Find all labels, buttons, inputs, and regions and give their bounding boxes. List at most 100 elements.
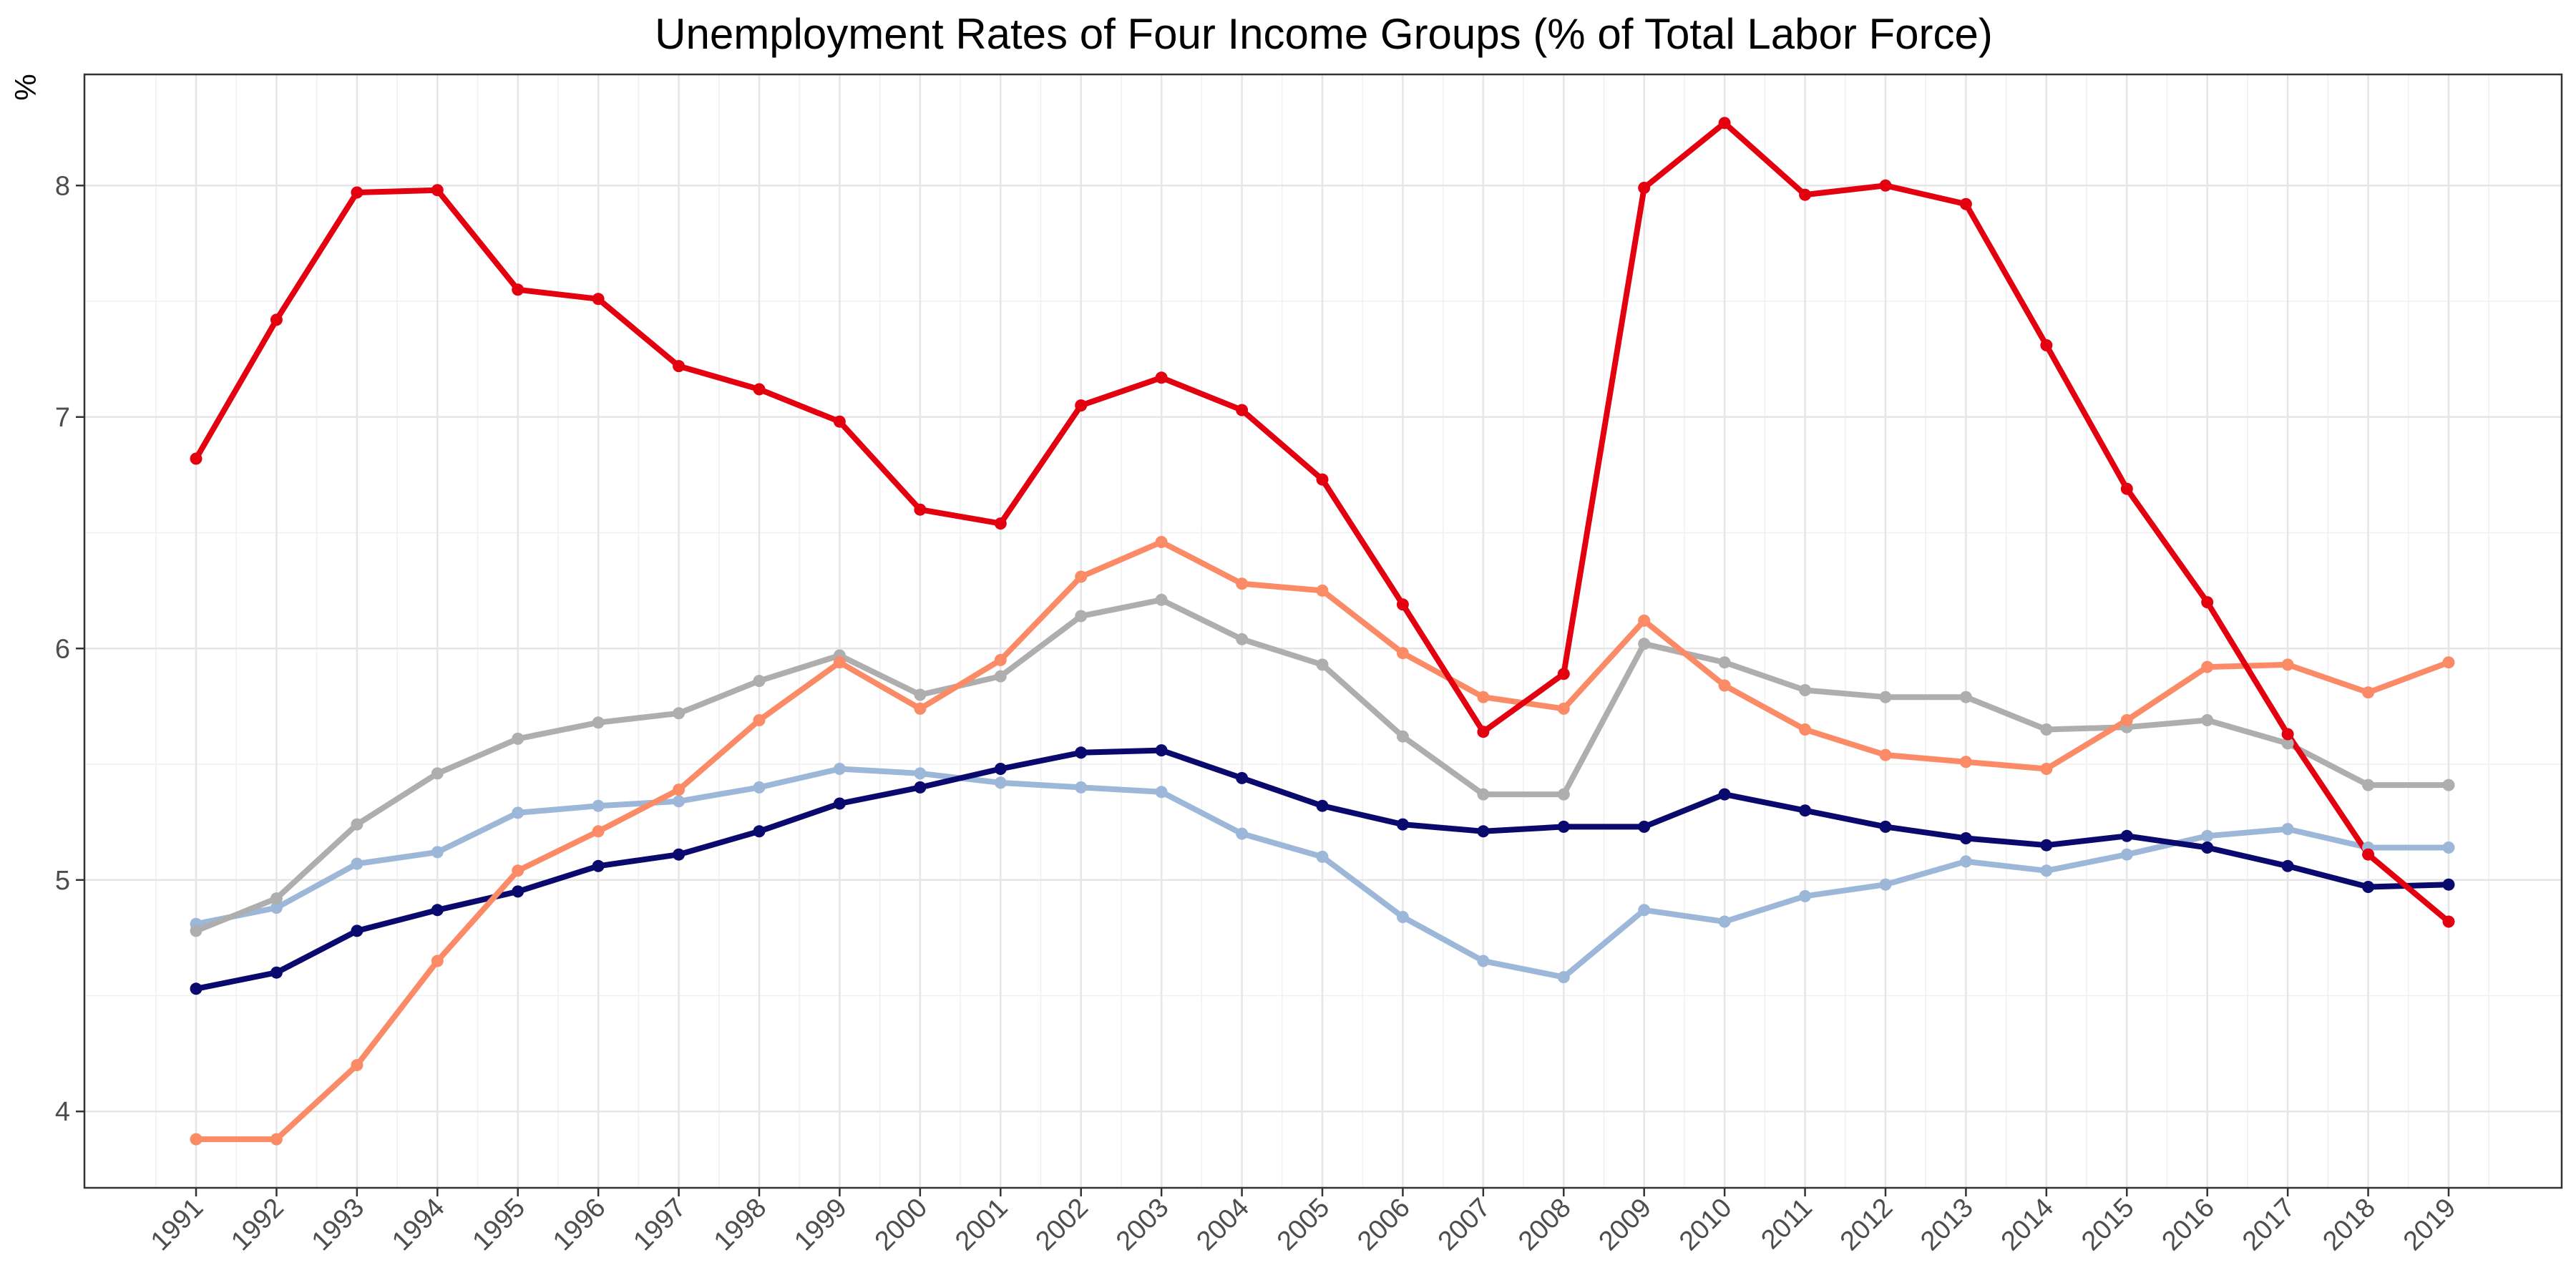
data-point (914, 767, 927, 780)
data-point (1638, 638, 1651, 650)
data-point (2442, 841, 2455, 854)
data-point (1316, 850, 1329, 863)
data-point (1396, 730, 1409, 743)
data-point (2442, 656, 2455, 669)
data-point (351, 924, 364, 937)
y-tick-label: 7 (55, 403, 70, 433)
data-point (431, 184, 444, 197)
data-point (512, 283, 525, 296)
data-point (1799, 723, 1812, 736)
data-point (1316, 799, 1329, 812)
data-point (1316, 584, 1329, 597)
data-point (2362, 779, 2375, 791)
data-point (1718, 679, 1731, 692)
data-point (673, 848, 686, 861)
data-point (2442, 915, 2455, 928)
data-point (2120, 714, 2133, 726)
data-point (1155, 536, 1168, 548)
data-point (1396, 818, 1409, 831)
data-point (914, 781, 927, 794)
data-point (2040, 723, 2053, 736)
data-point (1155, 744, 1168, 757)
data-point (673, 795, 686, 808)
data-point (1396, 647, 1409, 660)
data-point (753, 675, 766, 688)
data-point (1557, 971, 1570, 984)
data-point (753, 781, 766, 794)
data-point (1557, 668, 1570, 680)
data-point (2201, 660, 2214, 673)
data-point (1959, 855, 1972, 868)
data-point (1075, 399, 1088, 412)
data-point (1879, 179, 1892, 192)
data-point (2120, 848, 2133, 861)
data-point (1959, 691, 1972, 703)
data-point (431, 767, 444, 780)
data-point (2442, 779, 2455, 791)
data-point (753, 383, 766, 396)
data-point (1316, 658, 1329, 671)
data-point (2040, 864, 2053, 877)
data-point (1638, 182, 1651, 194)
chart-title: Unemployment Rates of Four Income Groups… (655, 10, 1993, 58)
y-tick-label: 8 (55, 171, 70, 201)
data-point (914, 503, 927, 516)
data-point (592, 799, 605, 812)
data-point (994, 776, 1007, 789)
data-point (1638, 820, 1651, 833)
data-point (351, 818, 364, 831)
data-point (2201, 714, 2214, 726)
data-point (592, 293, 605, 306)
data-point (1155, 371, 1168, 384)
data-point (2281, 728, 2294, 741)
data-point (753, 714, 766, 726)
data-point (833, 415, 846, 428)
data-point (1879, 878, 1892, 891)
data-point (190, 924, 203, 937)
data-point (1236, 827, 1249, 840)
data-point (2040, 339, 2053, 351)
data-point (914, 688, 927, 701)
data-point (2362, 881, 2375, 893)
data-point (994, 670, 1007, 683)
data-point (1879, 691, 1892, 703)
data-point (270, 1133, 283, 1146)
data-point (2281, 658, 2294, 671)
data-point (1236, 771, 1249, 784)
data-point (1155, 593, 1168, 606)
data-point (351, 186, 364, 199)
data-point (1718, 788, 1731, 801)
data-point (833, 797, 846, 810)
data-point (1075, 781, 1088, 794)
data-point (673, 784, 686, 796)
data-point (1477, 955, 1490, 967)
y-axis: 4 5 6 7 8 (55, 171, 84, 1127)
data-point (1638, 614, 1651, 627)
y-tick-label: 6 (55, 634, 70, 664)
data-point (2362, 848, 2375, 861)
data-point (1155, 786, 1168, 799)
data-point (1236, 404, 1249, 416)
data-point (190, 982, 203, 995)
data-point (1879, 748, 1892, 761)
data-point (1557, 820, 1570, 833)
data-point (592, 825, 605, 838)
data-point (1959, 197, 1972, 210)
data-point (1799, 188, 1812, 201)
data-point (270, 902, 283, 914)
y-tick-label: 4 (55, 1097, 70, 1127)
data-point (753, 825, 766, 838)
data-point (2201, 829, 2214, 842)
data-point (994, 517, 1007, 530)
data-point (1075, 570, 1088, 583)
data-point (833, 656, 846, 669)
data-point (914, 702, 927, 715)
data-point (512, 732, 525, 745)
data-point (431, 904, 444, 917)
data-point (1557, 702, 1570, 715)
data-point (2120, 829, 2133, 842)
series-points (190, 117, 2455, 1146)
data-point (431, 846, 444, 859)
data-point (270, 892, 283, 905)
